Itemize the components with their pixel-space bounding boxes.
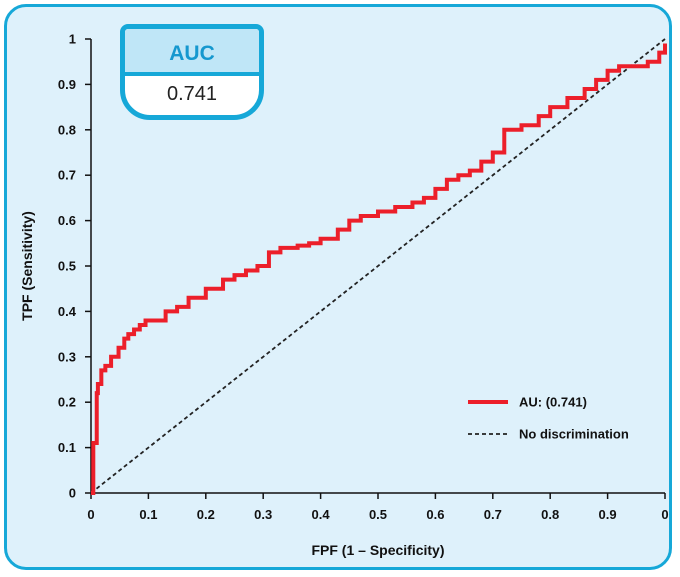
y-tick-label: 0.7	[58, 168, 76, 183]
auc-badge: AUC 0.741	[120, 24, 264, 120]
y-tick-label: 0.1	[58, 440, 76, 455]
auc-badge-title: AUC	[125, 29, 259, 76]
x-axis-title: FPF (1 – Specificity)	[311, 542, 444, 558]
auc-badge-value: 0.741	[166, 83, 218, 105]
y-tick-label: 0.4	[58, 304, 77, 319]
x-tick-label: 0.6	[426, 507, 444, 522]
y-tick-label: 0.3	[58, 349, 76, 364]
legend-label: AU: (0.741)	[519, 395, 587, 410]
x-tick-label: 0.8	[541, 507, 559, 522]
y-tick-label: 0.8	[58, 122, 76, 137]
y-tick-label: 0.6	[58, 213, 76, 228]
legend-label: No discrimination	[519, 427, 629, 442]
x-tick-label: 0.2	[197, 507, 215, 522]
x-tick-label: 0.9	[599, 507, 617, 522]
y-tick-label: 0	[69, 486, 76, 501]
y-tick-label: 1	[69, 32, 76, 47]
no-discrimination-line	[90, 38, 666, 494]
roc-curve-line	[91, 43, 667, 495]
x-tick-label: 0.1	[139, 507, 157, 522]
legend: AU: (0.741) No discrimination	[468, 395, 629, 442]
x-tick-label: 0	[661, 507, 668, 522]
tick-marks: 0 0.1 0.2 0.3 0.4 0.5 0.6 0.7 0.8 0.9 1 0 0.1 0.2 0.3 0…	[58, 32, 669, 523]
x-tick-label: 0.3	[254, 507, 272, 522]
series-lines	[90, 38, 667, 495]
y-tick-label: 0.2	[58, 395, 76, 410]
y-axis-title: TPF (Sensitivity)	[19, 211, 35, 321]
chart-panel	[4, 4, 672, 570]
x-tick-label: 0.7	[484, 507, 502, 522]
y-tick-label: 0.5	[58, 259, 76, 274]
x-tick-label: 0.5	[369, 507, 387, 522]
y-tick-label: 0.9	[58, 77, 76, 92]
x-tick-label: 0	[87, 507, 94, 522]
x-tick-label: 0.4	[312, 507, 331, 522]
